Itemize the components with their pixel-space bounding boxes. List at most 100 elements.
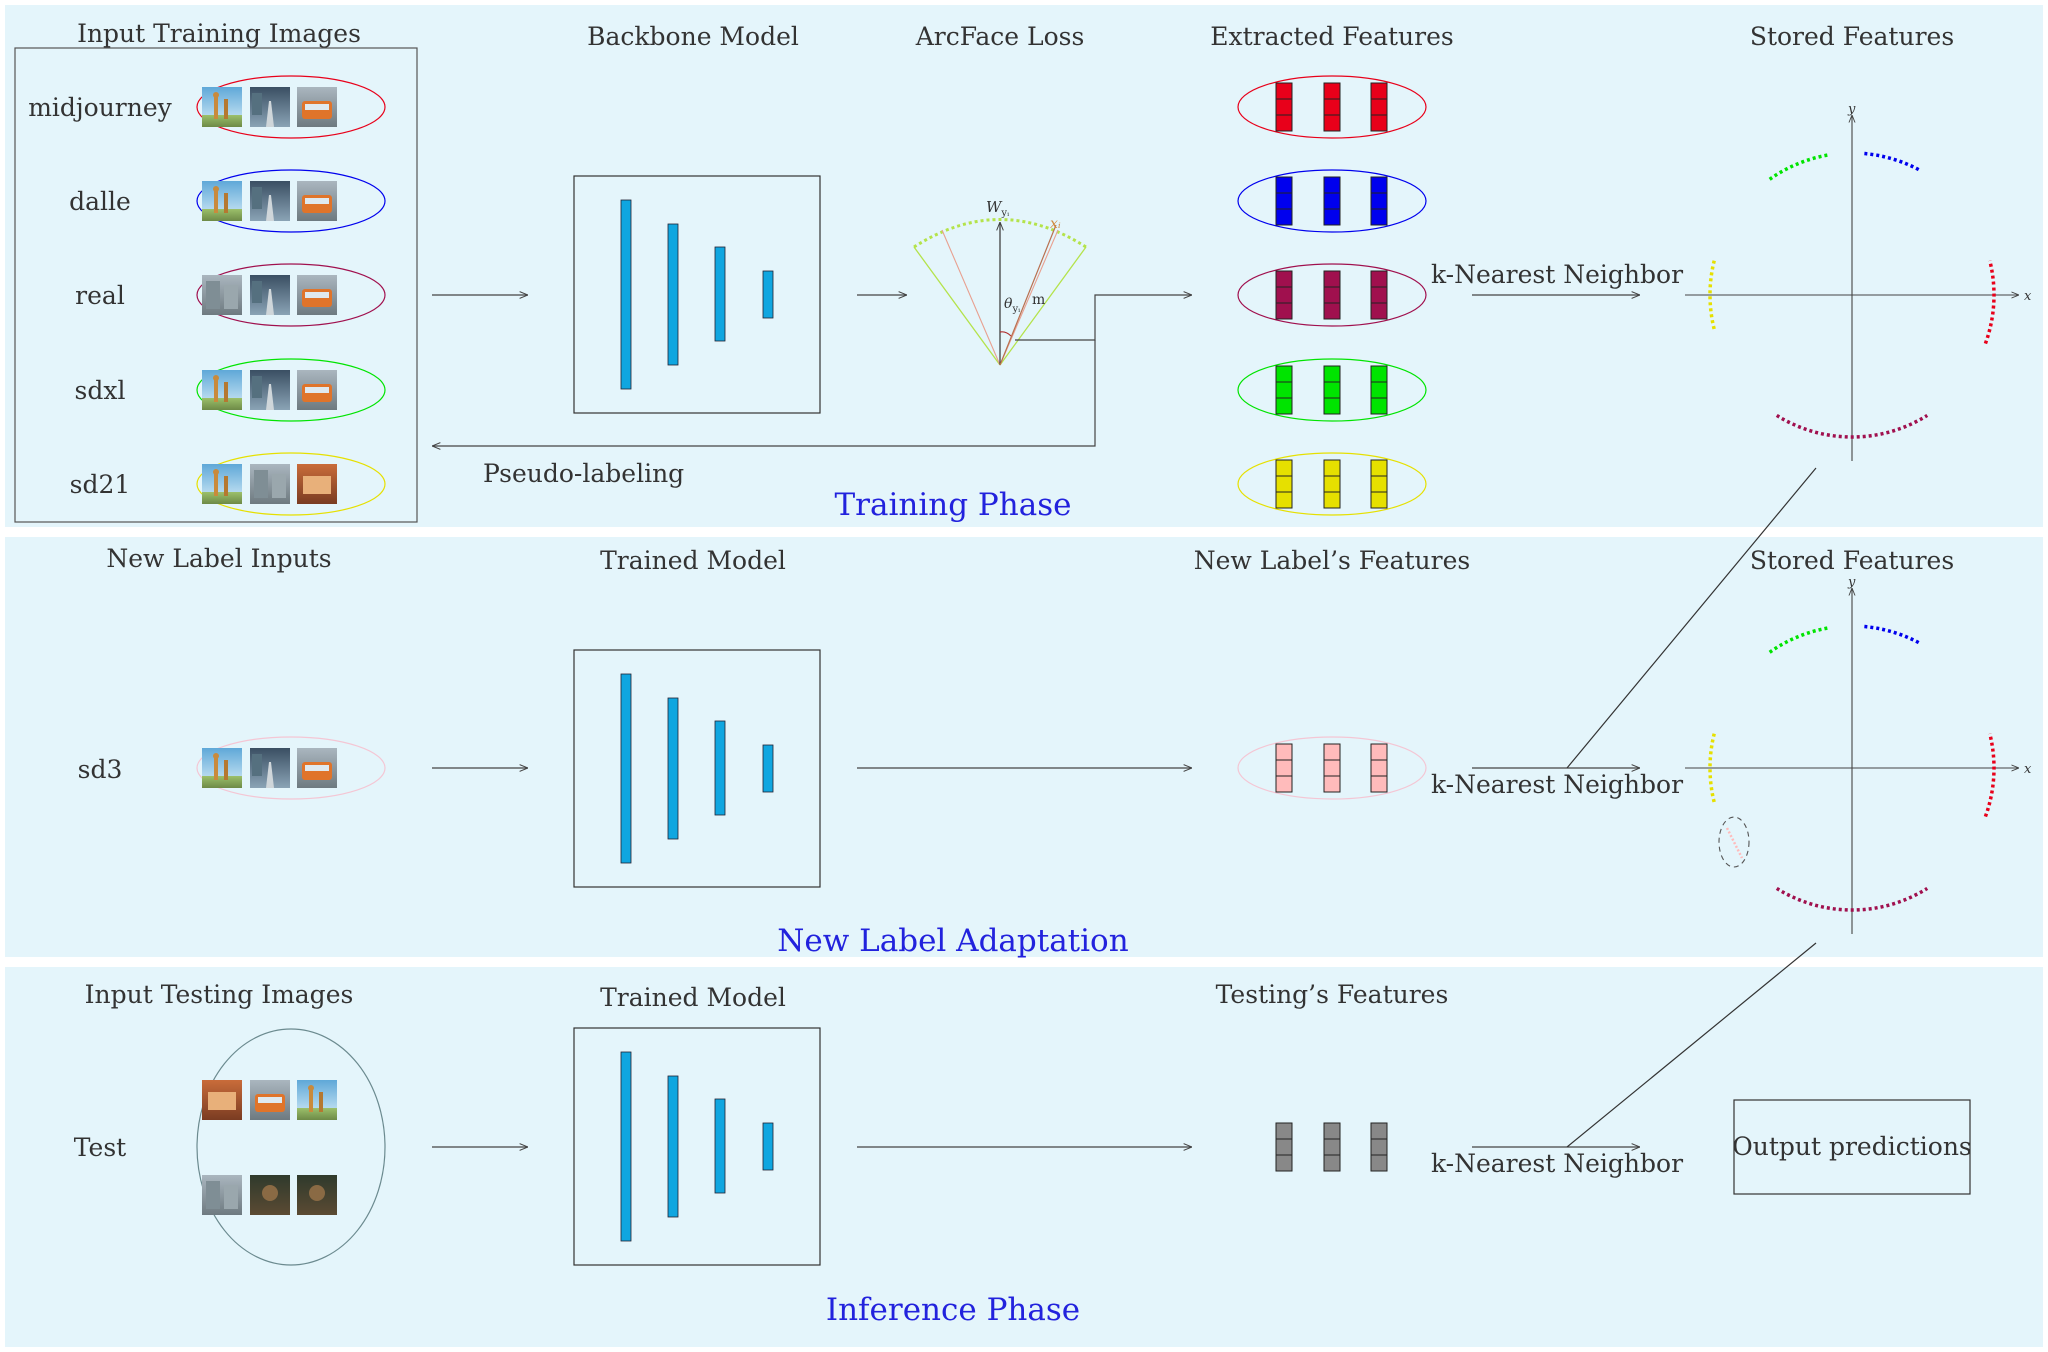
thumbnail-image [202,87,242,127]
stored-cluster-real [1775,886,1929,912]
training-phase-label: Training Phase [835,487,1072,523]
feature-vector [1275,270,1293,320]
x-axis-label: x [2024,289,2032,304]
thumbnail-image [297,87,337,127]
training-knn-label: k-Nearest Neighbor [1431,260,1683,289]
adaptation-stored-features-plot: xy [1685,575,2032,934]
feature-vector [1275,365,1293,415]
backbone-layer-2 [667,223,679,366]
thumbnail-image [297,1175,337,1215]
output-predictions-label: Output predictions [1732,1132,1972,1161]
thumbnail-image [297,748,337,788]
arcface-x-label: xᵢ [1050,216,1061,232]
thumbnail-image [250,87,290,127]
feature-vector [1323,743,1341,793]
feature-row-real [1237,263,1427,327]
thumbnail-image [202,1175,242,1215]
training-class-row-sd21: sd21 [70,452,386,516]
y-axis-label: y [1847,102,1856,117]
thumbnail-image [202,275,242,315]
inference-phase-label: Inference Phase [826,1292,1080,1328]
training-class-row-midjourney: midjourney [28,75,386,139]
thumbnail-image [202,464,242,504]
class-image-group-sdxl [196,358,386,422]
knn-link-adaptation-to-inference [1566,942,1817,1148]
class-label-sd21: sd21 [70,470,131,499]
class-image-group-real [196,263,386,327]
arrow-arcface-to-features [1015,295,1192,341]
class-label-midjourney: midjourney [28,93,172,122]
arrow-pseudo-labeling [432,340,1096,446]
thumbnail-image [250,464,290,504]
feature-row-midjourney [1237,75,1427,139]
feature-vector [1370,176,1388,226]
inference-class-name: Test [74,1133,126,1162]
arcface-margin-label: m [1032,292,1045,308]
arcface-w-label: Wyᵢ [986,198,1009,219]
feature-row-dalle [1237,169,1427,233]
feature-row-sdxl [1237,358,1427,422]
feature-vector [1370,459,1388,509]
knn-link-training-to-adaptation [1566,467,1817,769]
thumbnail-image [297,1080,337,1120]
stored-cluster-sdxl [1767,626,1828,655]
thumbnail-image [297,181,337,221]
y-axis-label: y [1847,575,1856,590]
training-features-title: Extracted Features [1210,22,1453,51]
class-label-dalle: dalle [69,187,131,216]
class-image-group-dalle [196,169,386,233]
adaptation-image-group [196,736,386,800]
adaptation-input-title: New Label Inputs [106,544,331,573]
thumbnail-image [250,1175,290,1215]
feature-vector [1275,743,1293,793]
thumbnail-image [202,370,242,410]
adaptation-features-title: New Label’s Features [1194,546,1470,575]
thumbnail-image [297,275,337,315]
inference-image-group [196,1028,386,1266]
testing-features [1275,1122,1388,1172]
feature-vector [1323,365,1341,415]
thumbnail-image [250,370,290,410]
inference-input-title: Input Testing Images [85,980,354,1009]
inference-features-title: Testing’s Features [1216,980,1449,1009]
training-class-row-sdxl: sdxl [75,358,386,422]
feature-vector [1275,176,1293,226]
thumbnail-image [202,1080,242,1120]
backbone-title: Backbone Model [587,22,799,51]
training-class-row-dalle: dalle [69,169,386,233]
backbone-layer-4 [762,270,774,319]
adaptation-knn-label: k-Nearest Neighbor [1431,770,1683,799]
inference-trained-model [573,1027,821,1266]
output-predictions-box [1733,1099,1971,1195]
feature-vector [1323,1122,1341,1172]
backbone-layer-1 [620,199,632,390]
feature-vector [1275,82,1293,132]
thumbnail-image [297,370,337,410]
training-stored-title: Stored Features [1750,22,1954,51]
arcface-title: ArcFace Loss [915,22,1085,51]
training-input-frame [14,47,418,523]
adaptation-model-title: Trained Model [600,546,786,575]
feature-vector [1323,176,1341,226]
feature-vector [1370,743,1388,793]
stored-cluster-midjourney [1983,733,1996,818]
adaptation-trained-model [573,649,821,888]
thumbnail-image [250,1080,290,1120]
sd3-cluster-marker [1718,816,1750,868]
thumbnail-image [250,275,290,315]
thumbnail-image [250,748,290,788]
feature-vector [1323,82,1341,132]
class-image-group-sd21 [196,452,386,516]
backbone-layer-3 [714,246,726,342]
feature-row-sd21 [1237,452,1427,516]
class-image-group-midjourney [196,75,386,139]
thumbnail-image [202,181,242,221]
thumbnail-image [297,464,337,504]
class-label-real: real [75,281,125,310]
x-axis-label: x [2024,762,2032,777]
training-features [1237,75,1427,516]
class-label-sdxl: sdxl [75,376,126,405]
thumbnail-image [202,748,242,788]
stored-cluster-midjourney [1983,260,1996,345]
feature-row-sd3 [1237,736,1427,800]
